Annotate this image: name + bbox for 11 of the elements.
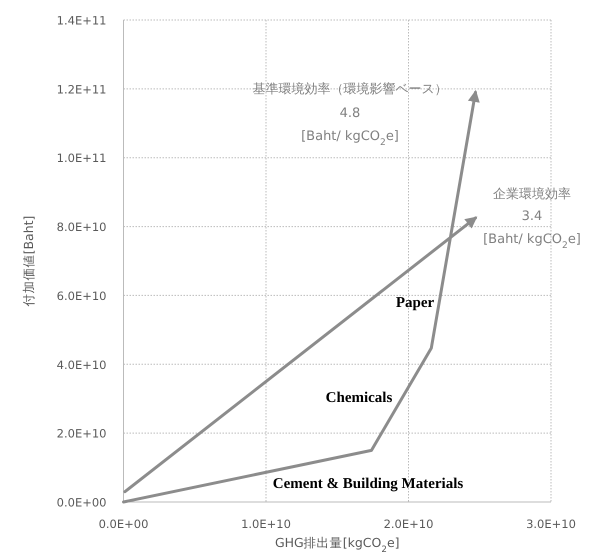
annotation: 基準環境効率（環境影響ベース）	[252, 82, 448, 97]
annotation: 4.8	[340, 106, 360, 121]
annotation: [Baht/ kgCO$_{2}$e]	[483, 232, 581, 251]
annotation: Paper	[396, 295, 434, 311]
x-axis-title: GHG排出量[kgCO$_{2}$e]	[274, 535, 400, 555]
annotation: Cement & Building Materials	[272, 476, 464, 492]
annotation: 企業環境効率	[493, 187, 571, 202]
y-axis-title: 付加価値[Baht]	[21, 216, 36, 308]
annotation: Chemicals	[326, 390, 392, 406]
annotation: [Baht/ kgCO$_{2}$e]	[301, 129, 399, 148]
annotation: 3.4	[522, 209, 542, 224]
